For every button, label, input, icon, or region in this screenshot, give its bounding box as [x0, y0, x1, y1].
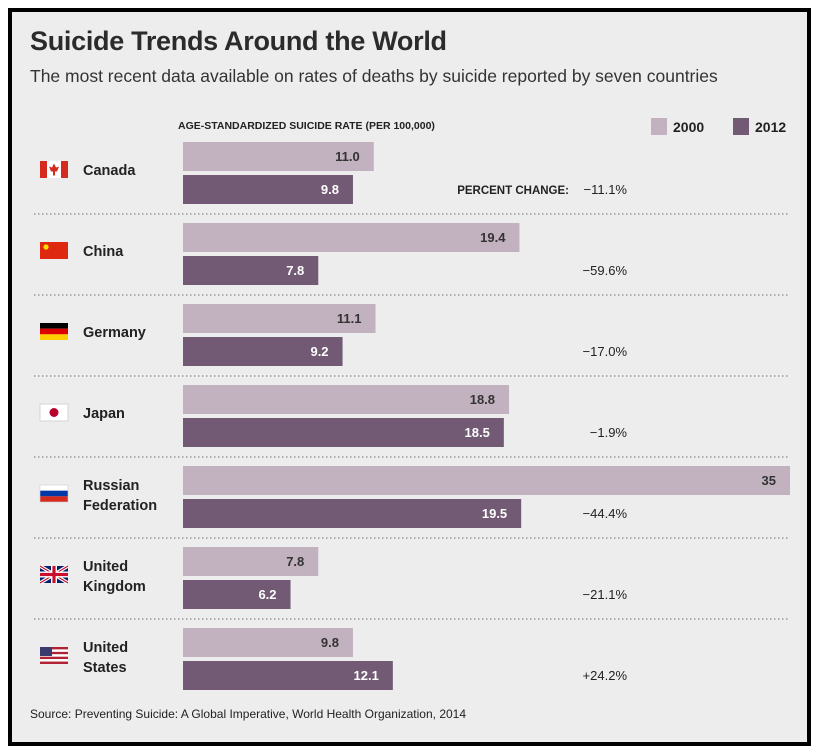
chart-subtitle: The most recent data available on rates …: [30, 66, 718, 86]
country-label: Russian: [83, 478, 139, 494]
country-label: United: [83, 640, 128, 656]
bar-2012-label: 9.8: [321, 182, 339, 197]
legend-swatch-2012: [733, 118, 749, 135]
percent-change-value: −17.0%: [583, 344, 628, 359]
bar-2000: [183, 466, 790, 495]
bar-2000: [183, 223, 520, 252]
bar-2000-label: 9.8: [321, 635, 339, 650]
legend-swatch-2000: [651, 118, 667, 135]
bar-2000-label: 7.8: [286, 554, 304, 569]
japan-flag-icon: [39, 403, 69, 422]
bar-2012: [183, 175, 353, 204]
bar-2000-label: 19.4: [480, 230, 506, 245]
bar-2012-label: 18.5: [465, 425, 490, 440]
bar-2012: [183, 580, 291, 609]
bar-2012: [183, 337, 343, 366]
bar-2012: [183, 661, 393, 690]
percent-change-label: PERCENT CHANGE:: [457, 185, 569, 197]
country-label: United: [83, 559, 128, 575]
bar-2000: [183, 547, 319, 576]
bar-2000-label: 18.8: [470, 392, 495, 407]
bar-2012: [183, 499, 522, 528]
bar-2012: [183, 418, 504, 447]
chart-title: Suicide Trends Around the World: [30, 26, 447, 56]
country-label: Germany: [83, 325, 146, 341]
country-label: Kingdom: [83, 579, 146, 595]
percent-change-value: −1.9%: [590, 425, 628, 440]
legend-label-2012: 2012: [755, 118, 787, 135]
legend-label-2000: 2000: [673, 118, 705, 135]
country-label: States: [83, 660, 127, 676]
country-label: Japan: [83, 406, 125, 422]
source-note: Source: Preventing Suicide: A Global Imp…: [30, 707, 467, 721]
percent-change-value: +24.2%: [583, 668, 628, 683]
legend-2012: 2012: [733, 118, 786, 135]
us-flag-icon: [40, 647, 68, 664]
axis-title: AGE-STANDARDIZED SUICIDE RATE (PER 100,0…: [178, 120, 435, 132]
country-label: Canada: [83, 163, 136, 179]
canada-flag-icon: [40, 161, 68, 178]
bar-2000: [183, 385, 510, 414]
bar-2012-label: 6.2: [258, 587, 276, 602]
russia-flag-icon: [39, 484, 69, 503]
percent-change-value: −59.6%: [583, 263, 628, 278]
legend-2000: 2000: [651, 118, 704, 135]
country-label: Federation: [83, 498, 157, 514]
uk-flag-icon: [39, 564, 69, 585]
bar-2000: [183, 142, 374, 171]
bar-2012-label: 12.1: [354, 668, 379, 683]
bar-2012-label: 19.5: [482, 506, 507, 521]
infographic-frame: [8, 8, 811, 746]
percent-change-value: −44.4%: [583, 506, 628, 521]
bar-2000-label: 11.1: [337, 311, 362, 326]
percent-change-value: −21.1%: [583, 587, 628, 602]
percent-change-value: −11.1%: [584, 182, 628, 197]
bar-2000: [183, 628, 353, 657]
country-label: China: [83, 244, 124, 260]
bar-2012-label: 7.8: [286, 263, 304, 278]
germany-flag-icon: [40, 323, 68, 340]
bar-2000-label: 11.0: [335, 149, 360, 164]
bar-2012: [183, 256, 319, 285]
bar-2000: [183, 304, 376, 333]
china-flag-icon: [40, 242, 68, 259]
bar-2000-label: 35: [762, 473, 776, 488]
bar-2012-label: 9.2: [310, 344, 328, 359]
